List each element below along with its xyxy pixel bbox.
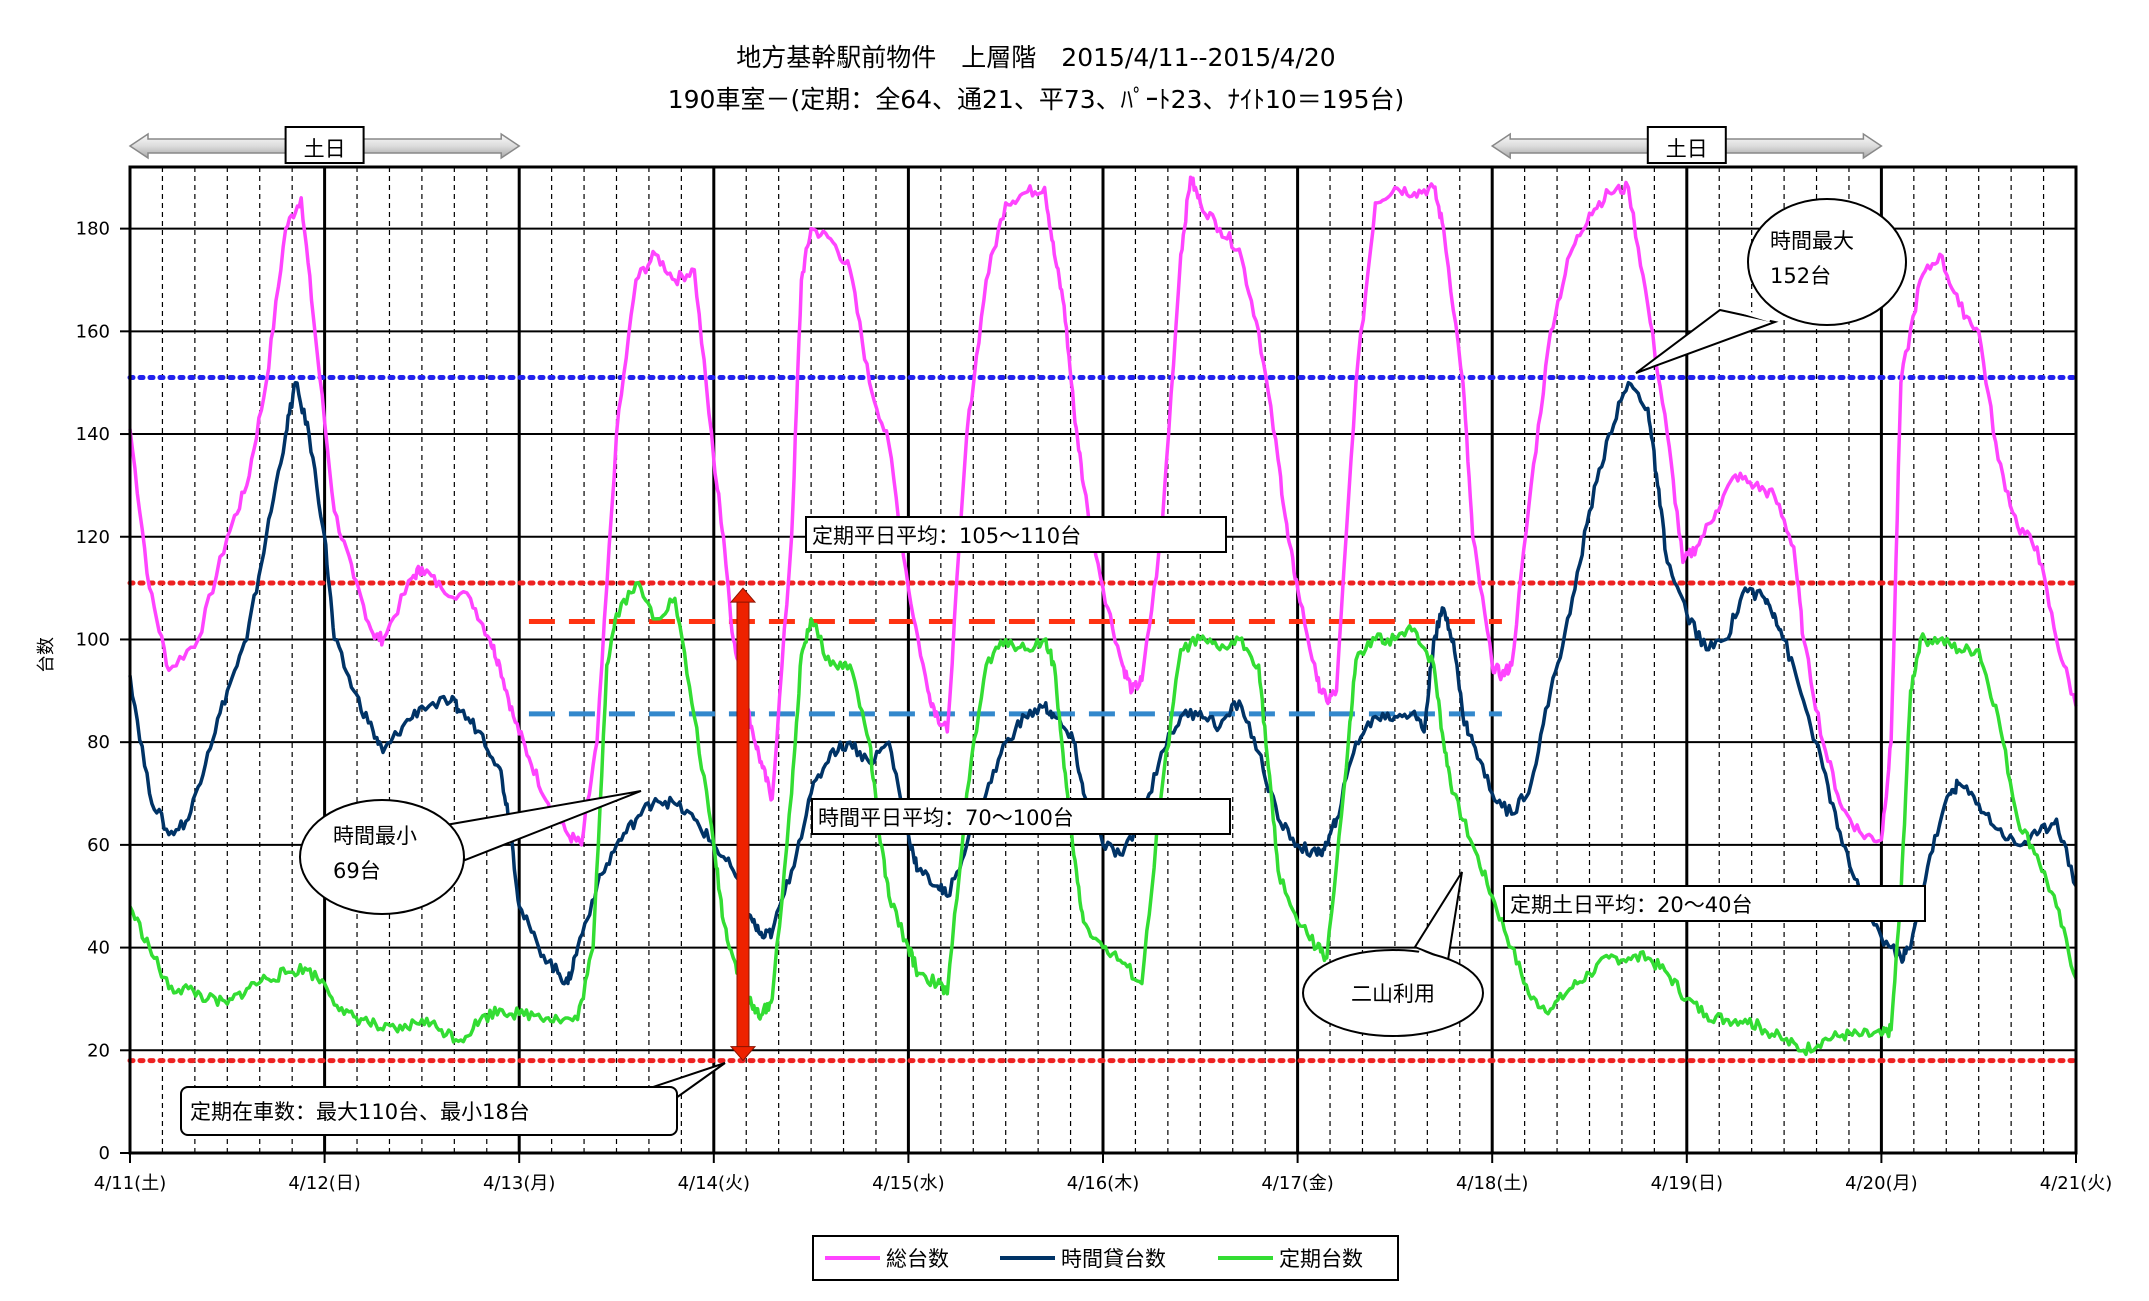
legend-item-hourly: 時間貸台数	[1000, 1247, 1166, 1271]
svg-text:時間最大: 時間最大	[1770, 229, 1854, 253]
svg-text:定期在車数：最大110台、最小18台: 定期在車数：最大110台、最小18台	[190, 1100, 530, 1124]
annotation-teiki-donichi: 定期土日平均：20～40台	[1503, 885, 1926, 922]
weekend-label-1: 土日	[1666, 137, 1708, 161]
svg-text:時間平日平均：70～100台: 時間平日平均：70～100台	[818, 806, 1074, 830]
range-arrow	[729, 587, 757, 1062]
x-tick-label-8: 4/19(日)	[1651, 1173, 1723, 1194]
series-total-line	[128, 175, 2078, 847]
legend: 総台数 時間貸台数 定期台数	[812, 1235, 1399, 1281]
chart-title: 地方基幹駅前物件 上層階 2015/4/11--2015/4/20	[736, 43, 1335, 72]
y-tick-label-4: 80	[87, 732, 110, 753]
legend-item-total: 総台数	[825, 1247, 949, 1271]
series-contract-line	[128, 580, 2078, 1057]
svg-text:152台: 152台	[1770, 264, 1831, 288]
svg-text:69台: 69台	[333, 859, 381, 883]
range-arrow-shaft	[736, 599, 750, 1050]
x-tick-label-2: 4/13(月)	[483, 1173, 555, 1194]
range-arrow-head-top	[729, 587, 757, 603]
chart-subtitle: 190車室－(定期：全64、通21、平73、ﾊﾟｰﾄ23、ﾅｲﾄ10＝195台)	[668, 85, 1405, 114]
svg-text:定期平日平均：105～110台: 定期平日平均：105～110台	[812, 524, 1081, 548]
weekend-bands: 土日 土日	[128, 126, 1883, 164]
x-tick-label-7: 4/18(土)	[1456, 1173, 1528, 1194]
y-tick-label-5: 100	[76, 629, 110, 650]
annotation-teiki-heijitsu: 定期平日平均：105～110台	[805, 516, 1227, 553]
x-tick-label-1: 4/12(日)	[288, 1173, 360, 1194]
y-axis-label: 台数	[36, 637, 57, 673]
series-group	[128, 175, 2078, 1057]
legend-item-contract: 定期台数	[1218, 1247, 1363, 1271]
range-arrow-head-bottom	[729, 1046, 757, 1062]
annotations: 定期平日平均：105～110台 時間平日平均：70～100台 定期土日平均：20…	[180, 198, 1926, 1136]
y-tick-label-0: 0	[99, 1143, 110, 1164]
series-hourly-line	[128, 380, 2078, 986]
svg-text:総台数: 総台数	[886, 1247, 949, 1271]
y-tick-label-1: 20	[87, 1040, 110, 1061]
x-tick-label-4: 4/15(水)	[872, 1173, 944, 1194]
weekend-label-0: 土日	[304, 137, 346, 161]
weekend-label-box-0	[284, 126, 365, 164]
annotation-jikan-min: 時間最小 69台	[299, 790, 642, 915]
y-tick-label-2: 40	[87, 938, 110, 959]
y-tick-label-6: 120	[76, 527, 110, 548]
y-tick-label-3: 60	[87, 835, 110, 856]
annotation-futayama: 二山利用	[1302, 871, 1484, 1037]
x-axis: 4/11(土) 4/12(日) 4/13(月) 4/14(火) 4/15(水) 4/16(…	[94, 1153, 2112, 1194]
svg-text:定期土日平均：20～40台: 定期土日平均：20～40台	[1510, 893, 1752, 917]
svg-text:定期台数: 定期台数	[1279, 1247, 1363, 1271]
svg-text:時間貸台数: 時間貸台数	[1061, 1247, 1166, 1271]
x-tick-label-10: 4/21(火)	[2040, 1173, 2112, 1194]
y-tick-label-9: 180	[76, 219, 110, 240]
annotation-teiki-zaisha: 定期在車数：最大110台、最小18台	[180, 1062, 726, 1136]
reference-lines	[127, 375, 2079, 1064]
x-tick-label-0: 4/11(土)	[94, 1173, 166, 1194]
x-tick-label-3: 4/14(火)	[678, 1173, 750, 1194]
svg-text:時間最小: 時間最小	[333, 824, 417, 848]
annotation-jikan-heijitsu: 時間平日平均：70～100台	[811, 798, 1231, 835]
annotation-jikan-max: 時間最大 152台	[1635, 198, 1907, 374]
svg-text:二山利用: 二山利用	[1351, 982, 1435, 1006]
y-tick-label-8: 160	[76, 321, 110, 342]
weekend-label-box-1	[1646, 126, 1727, 164]
y-tick-label-7: 140	[76, 424, 110, 445]
x-tick-label-9: 4/20(月)	[1845, 1173, 1917, 1194]
x-tick-label-6: 4/17(金)	[1261, 1173, 1333, 1194]
y-axis: 0 20 40 60 80 100 120 140 160 180	[76, 219, 130, 1164]
x-tick-label-5: 4/16(木)	[1067, 1173, 1139, 1194]
